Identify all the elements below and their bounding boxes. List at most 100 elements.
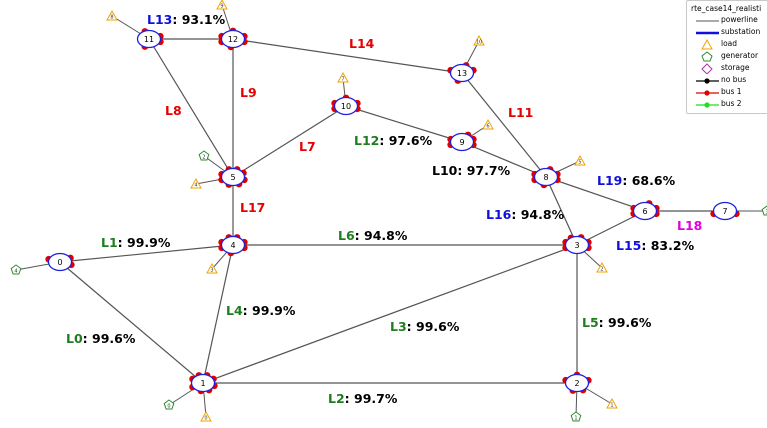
line-name: L14 [349,36,375,51]
substation-id: 0 [57,258,62,267]
legend-label: load [721,39,738,48]
substation-id: 3 [574,241,579,250]
substation-circle [220,235,246,255]
substation-circle [564,373,590,393]
line-loading: : 99.7% [345,391,398,406]
generator-id: 3 [765,210,767,216]
legend-label: substation [721,27,761,36]
no-bus-swatch [696,78,719,84]
load-id: 7 [341,77,344,83]
line-label-L15: L15: 83.2% [616,238,695,253]
substation-1: 1 [189,372,218,395]
substation-id: 5 [230,173,235,182]
line-loading: : 97.7% [457,163,510,178]
line-name: L7 [299,139,316,154]
substation-9: 9 [447,131,477,152]
load-id: 10 [476,40,482,46]
line-label-L16: L16: 94.8% [486,207,565,222]
load-id: 0 [204,416,207,422]
line-name: L11 [508,105,533,120]
line-name: L13 [147,12,172,27]
load-id: 6 [486,124,489,130]
load-triangle-icon [701,39,713,50]
line-label-L4: L4: 99.9% [226,303,296,318]
line-label-L2: L2: 99.7% [328,391,398,406]
load-id: 3 [210,268,213,274]
substation-id: 2 [574,379,579,388]
substation-circle [533,167,559,187]
powerline-L7 [232,105,347,178]
legend-item-load: load [691,39,767,50]
substation-circle [220,167,246,187]
line-label-L19: L19: 68.6% [597,173,676,188]
line-name: L5 [582,315,599,330]
generator-pentagon-icon [163,399,175,410]
powerline-L11 [461,72,547,178]
substation-10: 10 [331,94,361,116]
substation-id: 11 [144,35,154,44]
legend-item-generator: generator [691,51,767,62]
powerline-L10 [461,141,547,178]
substation-4: 4 [218,234,248,257]
substation-id: 12 [228,35,238,44]
powerline-swatch [696,20,719,22]
line-loading: : 99.6% [83,331,136,346]
powerline-L14 [232,38,463,74]
load-triangle-icon [606,397,618,409]
line-label-L14: L14 [349,36,375,51]
line-loading: : 99.9% [118,235,171,250]
substation-id: 13 [457,69,467,78]
substation-2: 2 [562,371,592,394]
legend-label: no bus [721,75,747,84]
line-label-L0: L0: 99.6% [66,331,136,346]
load-triangle-icon [337,71,349,83]
powerline-L19 [545,176,646,212]
substation-circle [136,29,162,49]
generator-pentagon-icon [701,51,713,62]
generator-pentagon-icon [198,150,210,161]
substation-id: 4 [230,241,235,250]
line-label-L8: L8 [165,103,182,118]
generator-pentagon-icon [10,264,22,275]
line-loading: : 68.6% [622,173,675,188]
legend-label: bus 2 [721,99,742,108]
substation-0: 0 [45,252,75,272]
legend-item-bus-1: bus 1 [691,87,767,98]
legend-label: generator [721,51,759,60]
powerline-L12 [345,105,463,143]
legend-item-bus-2: bus 2 [691,99,767,110]
line-name: L4 [226,303,243,318]
line-loading: : 99.9% [243,303,296,318]
line-label-L13: L13: 93.1% [147,12,226,27]
substation-id: 1 [200,379,205,388]
substation-circle [712,201,738,221]
load-triangle-icon [482,118,494,130]
substation-circle [564,235,590,255]
load-triangle-icon [596,261,608,273]
generator-id: 0 [167,404,170,410]
line-label-L1: L1: 99.9% [101,235,171,250]
substation-circle [47,252,73,272]
line-loading: : 83.2% [641,238,694,253]
line-loading: : 94.8% [355,228,408,243]
line-name: L10 [432,163,458,178]
legend-item-no-bus: no bus [691,75,767,86]
storage-diamond-icon [701,63,713,74]
legend-label: storage [721,63,750,72]
substation-8: 8 [531,166,561,189]
legend-title: rte_case14_realisti [691,4,762,13]
line-name: L19 [597,173,622,188]
generator-id: 1 [574,416,577,422]
line-name: L3 [390,319,407,334]
load-id: 1 [610,403,613,409]
line-name: L9 [240,85,257,100]
bus-2-swatch [696,102,719,108]
line-name: L0 [66,331,83,346]
load-triangle-icon [106,9,118,21]
generator-pentagon-icon [761,205,767,216]
line-name: L2 [328,391,345,406]
substation-12: 12 [218,27,248,51]
substation-13: 13 [447,62,477,84]
substation-id: 6 [642,207,647,216]
